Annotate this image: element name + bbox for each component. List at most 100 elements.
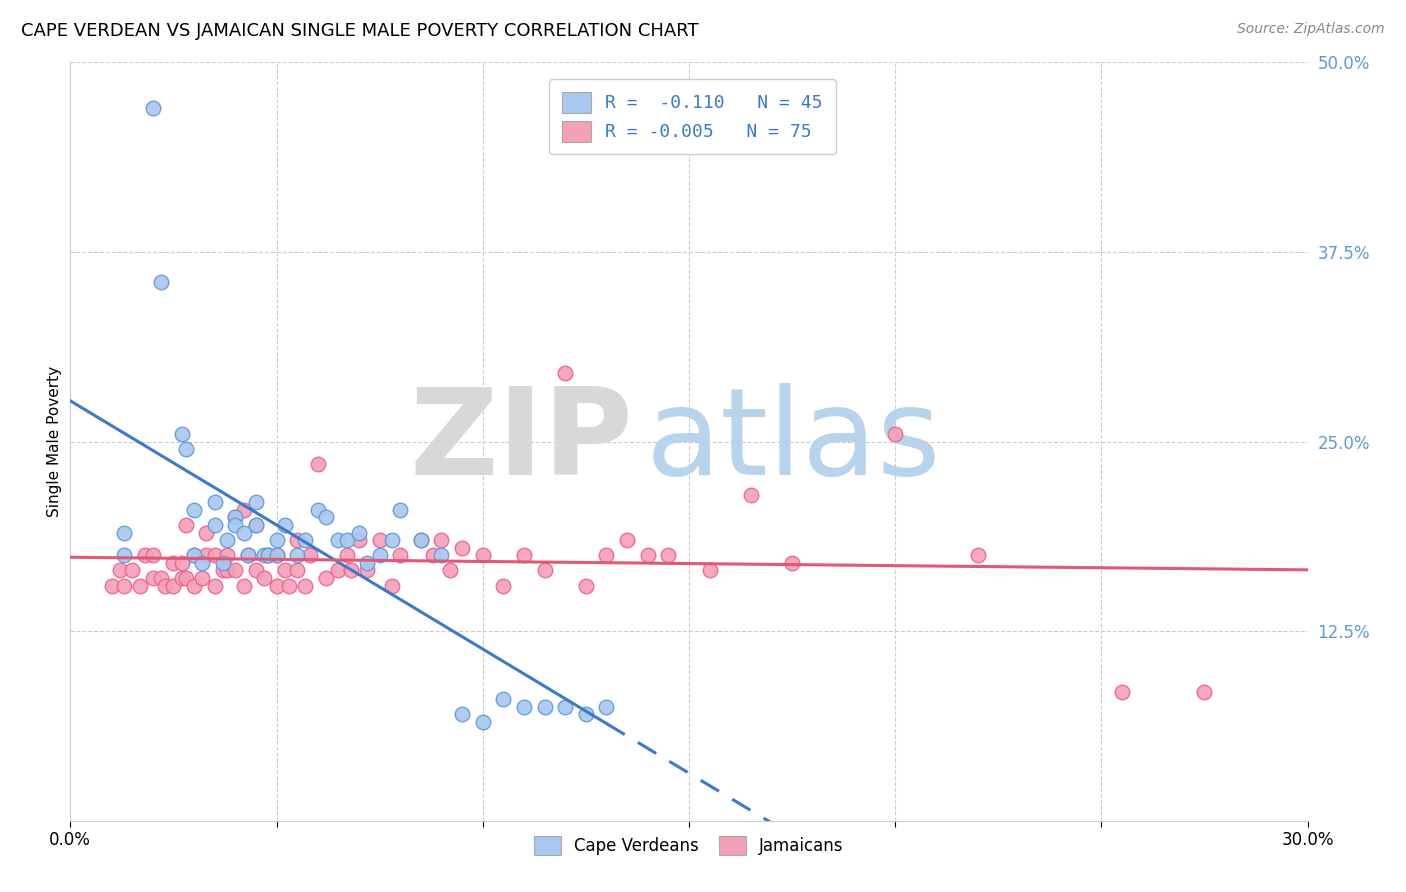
Point [204, 579, 226, 593]
Point [699, 564, 721, 578]
Point [285, 533, 308, 548]
Point [212, 556, 235, 570]
Point [616, 533, 638, 548]
Point [112, 579, 135, 593]
Point [554, 699, 576, 714]
Point [224, 510, 246, 524]
Point [162, 579, 184, 593]
Point [232, 503, 254, 517]
Point [266, 533, 288, 548]
Point [1194, 685, 1216, 699]
Point [422, 548, 444, 563]
Point [112, 548, 135, 563]
Point [430, 548, 453, 563]
Point [212, 564, 235, 578]
Point [575, 579, 598, 593]
Point [315, 510, 337, 524]
Point [266, 548, 288, 563]
Text: Source: ZipAtlas.com: Source: ZipAtlas.com [1237, 22, 1385, 37]
Point [277, 579, 299, 593]
Point [191, 571, 214, 585]
Point [245, 517, 267, 532]
Point [274, 564, 297, 578]
Point [356, 556, 378, 570]
Point [451, 707, 474, 722]
Point [368, 533, 391, 548]
Point [142, 101, 165, 115]
Point [215, 533, 238, 548]
Point [253, 571, 276, 585]
Point [492, 692, 515, 706]
Point [471, 715, 494, 730]
Point [513, 548, 536, 563]
Point [307, 458, 329, 472]
Point [195, 525, 218, 540]
Point [174, 571, 197, 585]
Point [183, 503, 205, 517]
Point [204, 517, 226, 532]
Point [339, 564, 361, 578]
Point [170, 427, 193, 442]
Text: ZIP: ZIP [409, 383, 633, 500]
Point [347, 525, 370, 540]
Point [224, 564, 246, 578]
Point [170, 571, 193, 585]
Point [554, 366, 576, 380]
Y-axis label: Single Male Poverty: Single Male Poverty [46, 366, 62, 517]
Point [595, 699, 617, 714]
Point [129, 579, 152, 593]
Point [183, 548, 205, 563]
Point [884, 427, 907, 442]
Point [389, 503, 412, 517]
Point [134, 548, 156, 563]
Point [637, 548, 659, 563]
Point [204, 495, 226, 509]
Point [142, 571, 165, 585]
Point [307, 503, 329, 517]
Point [170, 556, 193, 570]
Point [381, 533, 404, 548]
Point [266, 579, 288, 593]
Point [274, 517, 297, 532]
Point [657, 548, 679, 563]
Point [595, 548, 617, 563]
Point [471, 548, 494, 563]
Point [285, 564, 308, 578]
Point [195, 548, 218, 563]
Point [224, 517, 246, 532]
Point [253, 548, 276, 563]
Point [266, 548, 288, 563]
Point [215, 564, 238, 578]
Point [191, 556, 214, 570]
Point [780, 556, 803, 570]
Point [409, 533, 432, 548]
Point [381, 579, 404, 593]
Point [328, 533, 350, 548]
Point [150, 571, 173, 585]
Point [257, 548, 280, 563]
Point [245, 517, 267, 532]
Point [356, 564, 378, 578]
Point [257, 548, 280, 563]
Point [153, 579, 176, 593]
Point [183, 579, 205, 593]
Point [162, 556, 184, 570]
Text: atlas: atlas [645, 383, 941, 500]
Point [236, 548, 259, 563]
Point [336, 548, 359, 563]
Text: CAPE VERDEAN VS JAMAICAN SINGLE MALE POVERTY CORRELATION CHART: CAPE VERDEAN VS JAMAICAN SINGLE MALE POV… [21, 22, 699, 40]
Point [174, 442, 197, 457]
Point [183, 548, 205, 563]
Point [224, 510, 246, 524]
Point [336, 533, 359, 548]
Point [294, 533, 316, 548]
Point [294, 579, 316, 593]
Point [298, 548, 321, 563]
Point [368, 548, 391, 563]
Legend: Cape Verdeans, Jamaicans: Cape Verdeans, Jamaicans [527, 829, 851, 862]
Point [232, 579, 254, 593]
Point [315, 571, 337, 585]
Point [285, 548, 308, 563]
Point [347, 533, 370, 548]
Point [100, 579, 122, 593]
